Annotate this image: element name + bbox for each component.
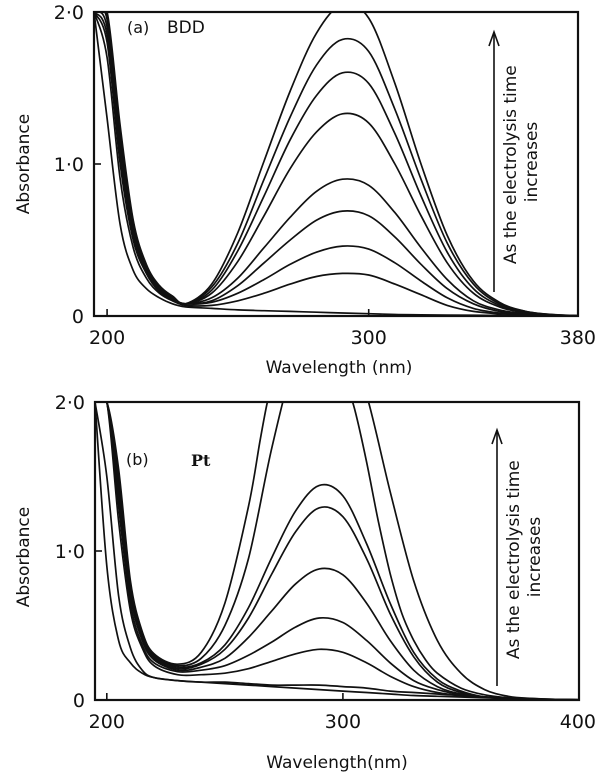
y-axis-label-b: Absorbance <box>14 507 34 607</box>
arrow-head-a <box>488 29 500 47</box>
annotation-a: As the electrolysis time increases <box>488 29 542 292</box>
electrode-label-a: BDD <box>167 18 205 38</box>
spectrum-curve-a-2 <box>94 12 578 316</box>
annotation-line-2-a: increases <box>522 122 542 203</box>
chart-panel-b: 200 300 400 0 1·0 2·0 (b) Pt Absorbance Wavel… <box>14 392 596 773</box>
y-tick-label-a-1: 0 <box>72 306 84 328</box>
spectrum-curve-b-9 <box>95 402 269 666</box>
annotation-line-2-b: increases <box>525 517 545 598</box>
x-axis-label-b: Wavelength(nm) <box>266 753 407 773</box>
panel-label-b: (b) <box>126 450 149 469</box>
curves-b <box>95 402 579 700</box>
arrow-head-b <box>491 427 503 445</box>
annotation-line-1-b: As the electrolysis time <box>504 460 524 659</box>
annotation-line-1-a: As the electrolysis time <box>501 65 521 264</box>
annotation-b: As the electrolysis time increases <box>491 427 545 686</box>
y-tick-label-b-1: 0 <box>73 690 85 712</box>
y-axis-label-a: Absorbance <box>14 114 34 214</box>
x-axis-label-a: Wavelength (nm) <box>266 358 413 378</box>
x-tick-label-a-1: 200 <box>89 327 125 349</box>
electrode-label-b: Pt <box>191 451 211 470</box>
x-tick-label-b-3: 400 <box>560 711 596 733</box>
spectrum-curve-b-7 <box>95 402 579 700</box>
x-tick-label-b-2: 300 <box>325 711 361 733</box>
chart-panel-a: 200 300 380 0 1·0 2·0 (a) BDD Absorbance Wave… <box>14 2 596 378</box>
ticks-a: 200 300 380 0 1·0 2·0 <box>54 2 596 349</box>
ticks-b: 200 300 400 0 1·0 2·0 <box>55 392 596 733</box>
x-tick-label-b-1: 200 <box>89 711 125 733</box>
y-tick-label-b-2: 1·0 <box>55 541 85 563</box>
y-tick-label-a-2: 1·0 <box>54 154 84 176</box>
annotation-text-b: As the electrolysis time increases <box>504 455 545 659</box>
panel-label-a: (a) <box>127 18 149 37</box>
annotation-text-a: As the electrolysis time increases <box>501 60 542 264</box>
y-tick-label-b-3: 2·0 <box>55 392 85 414</box>
y-tick-label-a-3: 2·0 <box>54 2 84 24</box>
x-tick-label-a-3: 380 <box>560 327 596 349</box>
spectrum-curve-b-10 <box>351 402 579 700</box>
x-tick-label-a-2: 300 <box>351 327 387 349</box>
spectrum-curve-a-9 <box>94 12 578 316</box>
curves-a <box>94 12 578 316</box>
spectrum-curve-a-5 <box>94 12 578 316</box>
spectrum-curve-a-4 <box>94 12 578 316</box>
spectrum-curve-a-1 <box>94 12 578 316</box>
